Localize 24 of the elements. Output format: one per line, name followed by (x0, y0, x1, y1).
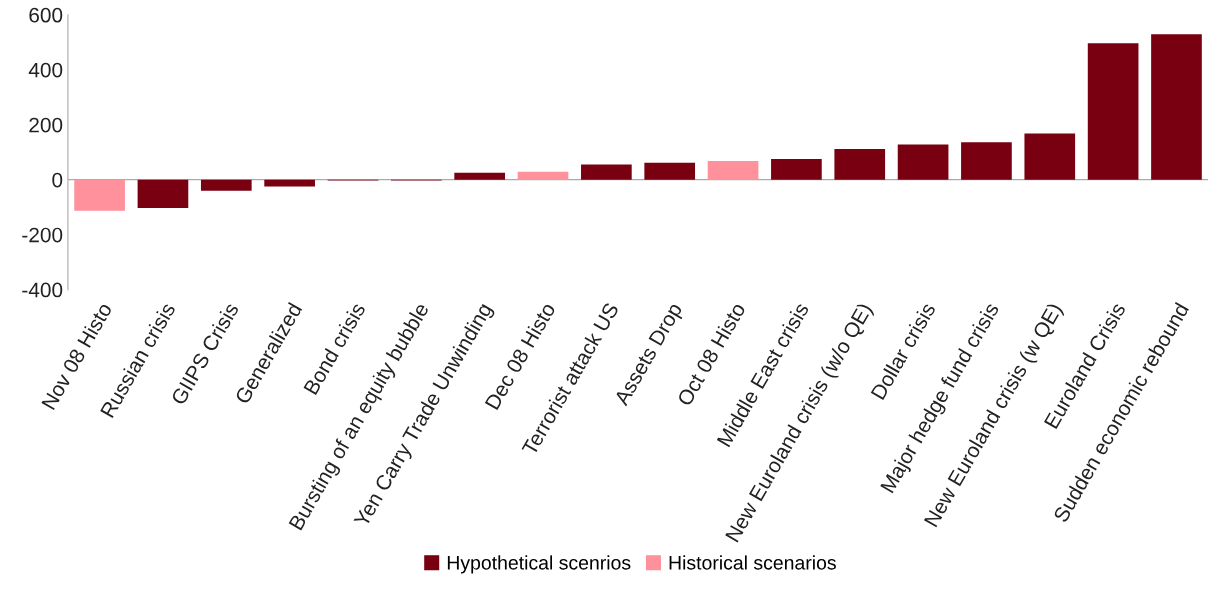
y-tick-label: -400 (22, 282, 63, 298)
y-tick-label: 200 (29, 117, 63, 133)
legend-label: Hypothetical scenrios (447, 555, 631, 574)
bar (1024, 133, 1076, 180)
bar (200, 179, 252, 191)
bar (264, 179, 315, 187)
bar (897, 144, 949, 180)
bar (517, 171, 569, 180)
bar (961, 142, 1012, 180)
y-tick-label: 600 (29, 7, 63, 23)
bar (644, 162, 696, 180)
bar (581, 164, 632, 180)
bar (707, 160, 759, 180)
bar (74, 179, 125, 211)
bar (834, 148, 886, 180)
y-tick-label: 0 (52, 172, 63, 188)
bar (1151, 34, 1202, 180)
bar (454, 172, 506, 180)
bar (1087, 43, 1139, 180)
bar (137, 179, 189, 208)
y-tick-label: 400 (28, 62, 63, 78)
legend-label: Historical scenarios (669, 555, 836, 570)
y-tick-label: -200 (22, 227, 63, 243)
bar (771, 159, 822, 180)
